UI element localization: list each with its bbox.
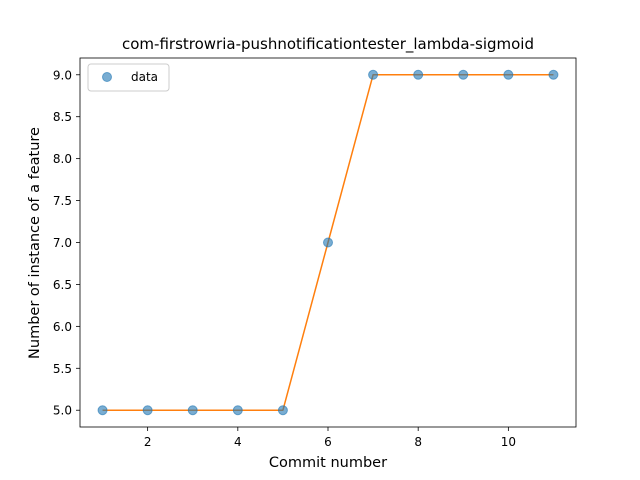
y-tick-label: 8.0 — [53, 152, 72, 166]
data-point — [97, 405, 108, 416]
data-point — [503, 69, 514, 80]
x-tick-label: 2 — [144, 435, 152, 449]
y-tick-label: 6.0 — [53, 320, 72, 334]
y-tick-label: 6.5 — [53, 278, 72, 292]
y-axis-label: Number of instance of a feature — [27, 127, 43, 359]
data-point — [142, 405, 153, 416]
data-point — [458, 69, 469, 80]
data-point — [368, 69, 379, 80]
legend: data — [87, 63, 170, 92]
data-point — [413, 69, 424, 80]
x-tick-label: 10 — [501, 435, 516, 449]
x-tick-label: 4 — [234, 435, 242, 449]
y-tick-label: 7.0 — [53, 236, 72, 250]
legend-box — [87, 63, 170, 92]
data-point — [277, 405, 288, 416]
y-tick-label: 9.0 — [53, 68, 72, 82]
legend-marker-data — [102, 72, 112, 82]
x-tick-label: 6 — [324, 435, 332, 449]
x-tick-label: 8 — [414, 435, 422, 449]
y-tick-label: 7.5 — [53, 194, 72, 208]
data-point — [232, 405, 243, 416]
data-point — [187, 405, 198, 416]
y-tick-label: 5.0 — [53, 404, 72, 418]
point-layer — [97, 69, 559, 416]
y-tick-label: 5.5 — [53, 362, 72, 376]
y-axis-ticks: 5.0 5.5 6.0 6.5 7.0 7.5 8.0 8.5 9.0 — [53, 68, 80, 418]
data-point — [548, 69, 559, 80]
x-axis-ticks: 2 4 6 8 10 — [144, 427, 516, 449]
data-point — [323, 237, 333, 248]
chart-title: com-firstrowria-pushnotificationtester_l… — [122, 35, 534, 54]
x-axis-label: Commit number — [269, 455, 387, 471]
legend-label-data: data — [131, 70, 158, 84]
y-tick-label: 8.5 — [53, 110, 72, 124]
